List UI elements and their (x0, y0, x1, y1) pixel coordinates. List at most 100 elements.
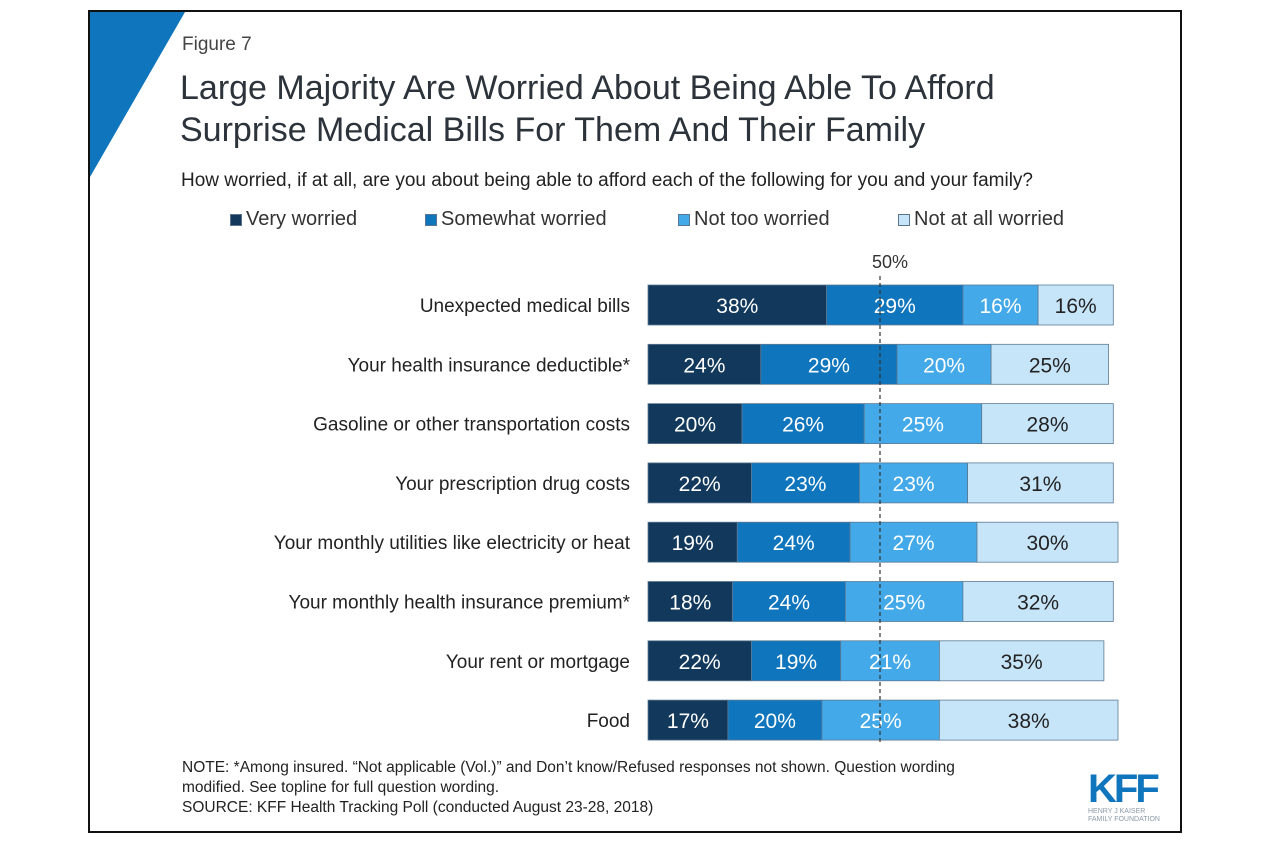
data-label: 19% (672, 532, 714, 555)
bar-segment (1037, 284, 1114, 326)
bar-segment (647, 699, 729, 741)
bar-segment (939, 699, 1119, 741)
data-label: 20% (923, 354, 965, 377)
category-label: Gasoline or other transportation costs (313, 415, 630, 436)
data-label: 17% (667, 710, 709, 733)
data-label: 16% (979, 295, 1021, 318)
legend-label: Somewhat worried (441, 208, 607, 230)
legend-label: Not at all worried (914, 208, 1065, 230)
category-label: Food (587, 711, 630, 732)
note-line-1: NOTE: *Among insured. “Not applicable (V… (182, 759, 955, 776)
data-label: 24% (768, 592, 810, 615)
bar-segment (896, 343, 992, 385)
bar-segment (647, 343, 762, 385)
data-label: 25% (860, 710, 902, 733)
logo-line-2: FAMILY FOUNDATION (1088, 816, 1160, 823)
bar-segment (967, 462, 1114, 504)
bar-segment (939, 640, 1105, 682)
data-label: 19% (775, 651, 817, 674)
data-label: 31% (1019, 473, 1061, 496)
category-label: Your monthly health insurance premium* (289, 593, 631, 614)
bar-segment (647, 403, 743, 445)
legend-item: Very worried (230, 208, 357, 231)
category-label: Your monthly utilities like electricity … (274, 533, 631, 554)
bar-segment (990, 343, 1109, 385)
legend-label: Not too worried (694, 208, 830, 230)
legend-label: Very worried (246, 208, 358, 230)
category-label: Unexpected medical bills (420, 296, 630, 317)
bar-segment (736, 521, 851, 563)
bar-segment (647, 640, 752, 682)
data-label: 22% (679, 651, 721, 674)
bar-segment (863, 403, 983, 445)
data-label: 38% (1008, 710, 1050, 733)
bar-segment (732, 581, 846, 622)
data-label: 25% (1029, 354, 1071, 377)
legend-item: Not at all worried (898, 208, 1064, 231)
bar-segment (647, 521, 738, 563)
corner-accent (90, 12, 185, 177)
bar-segment (760, 343, 898, 385)
data-label: 27% (893, 532, 935, 555)
data-label: 38% (716, 295, 758, 318)
figure-label: Figure 7 (182, 34, 252, 55)
bar-segment (647, 284, 828, 326)
data-label: 35% (1001, 651, 1043, 674)
chart-subtitle: How worried, if at all, are you about be… (181, 170, 1033, 191)
bar-segment (647, 462, 752, 504)
note-line-2: modified. See topline for full question … (182, 779, 500, 796)
note: NOTE: *Among insured. “Not applicable (V… (182, 758, 1042, 818)
legend-item: Not too worried (678, 208, 830, 231)
legend-item: Somewhat worried (425, 208, 607, 231)
reference-line-label: 50% (872, 252, 908, 272)
bar-segment (727, 699, 823, 741)
data-label: 24% (683, 354, 725, 377)
data-label: 32% (1017, 592, 1059, 615)
data-label: 29% (874, 295, 916, 318)
legend-swatch (230, 213, 242, 226)
bar-segment (751, 462, 860, 504)
data-label: 25% (883, 592, 925, 615)
data-label: 29% (808, 354, 850, 377)
category-label: Your health insurance deductible* (348, 355, 631, 376)
data-label: 30% (1026, 532, 1068, 555)
data-label: 26% (782, 414, 824, 437)
bar-segment (821, 699, 940, 741)
data-label: 28% (1026, 414, 1068, 437)
data-label: 22% (679, 473, 721, 496)
legend-swatch (425, 213, 437, 226)
data-label: 25% (902, 414, 944, 437)
source: SOURCE: KFF Health Tracking Poll (conduc… (182, 799, 654, 816)
bar-segment (976, 521, 1119, 563)
category-label: Your rent or mortgage (446, 652, 630, 673)
bar-segment (962, 284, 1039, 326)
data-label: 24% (773, 532, 815, 555)
bar-segment (845, 581, 964, 622)
chart-title: Large Majority Are Worried About Being A… (180, 67, 995, 151)
data-label: 18% (669, 592, 711, 615)
title-line-2: Surprise Medical Bills For Them And Thei… (180, 111, 926, 149)
legend-swatch (898, 213, 910, 226)
data-label: 20% (754, 710, 796, 733)
title-line-1: Large Majority Are Worried About Being A… (180, 69, 995, 107)
bar-segment (741, 403, 865, 445)
kff-logo: KFF (1088, 767, 1160, 811)
bar-segment (751, 640, 842, 682)
bar-segment (962, 581, 1114, 622)
bar-segment (859, 462, 968, 504)
logo-line-1: HENRY J KAISER (1088, 808, 1146, 815)
data-label: 16% (1055, 295, 1097, 318)
kff-logo-subtitle: HENRY J KAISER FAMILY FOUNDATION (1088, 808, 1160, 824)
data-label: 21% (869, 651, 911, 674)
data-label: 20% (674, 414, 716, 437)
bar-segment (849, 521, 978, 563)
bar-segment (826, 284, 964, 326)
bar-segment (981, 403, 1114, 445)
bar-segment (647, 581, 733, 622)
data-label: 23% (784, 473, 826, 496)
bar-segment (840, 640, 940, 682)
legend-swatch (678, 213, 690, 226)
category-label: Your prescription drug costs (395, 474, 630, 495)
data-label: 23% (893, 473, 935, 496)
